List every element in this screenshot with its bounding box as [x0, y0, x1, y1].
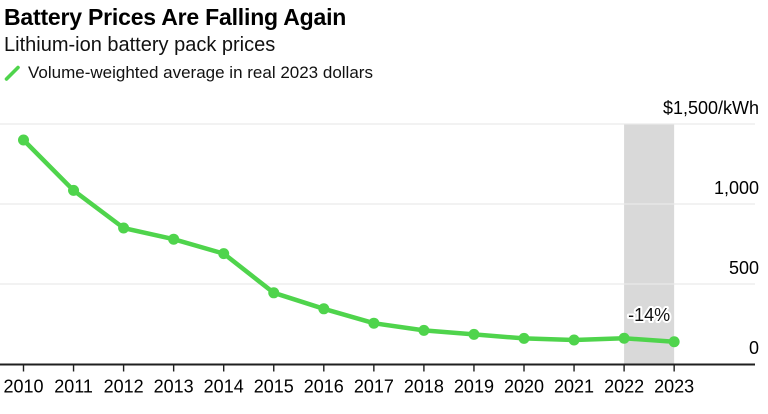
data-point	[518, 332, 530, 344]
data-point	[668, 336, 680, 348]
x-axis-label: 2013	[154, 377, 194, 397]
x-axis-label: 2022	[604, 377, 644, 397]
y-axis-label: 500	[729, 258, 759, 278]
data-point	[618, 332, 630, 344]
data-point	[568, 334, 580, 346]
data-point	[418, 324, 430, 336]
data-point	[468, 328, 480, 340]
legend: Volume-weighted average in real 2023 dol…	[4, 63, 373, 83]
data-point	[18, 134, 29, 146]
green-slash-icon	[4, 65, 20, 81]
legend-label: Volume-weighted average in real 2023 dol…	[28, 63, 373, 82]
y-axis-label: 0	[749, 338, 759, 358]
data-point	[118, 222, 130, 234]
x-axis-label: 2019	[454, 377, 494, 397]
highlight-band	[624, 124, 675, 364]
data-point	[68, 184, 80, 196]
y-axis-label: $1,500/kWh	[663, 98, 759, 118]
x-axis-label: 2014	[204, 377, 244, 397]
x-axis-label: 2010	[3, 377, 43, 397]
data-point	[368, 317, 380, 329]
data-point	[268, 287, 280, 299]
x-axis-label: 2017	[354, 377, 394, 397]
price-line	[21, 137, 677, 345]
x-axis-label: 2021	[554, 377, 594, 397]
chart-title: Battery Prices Are Falling Again	[4, 4, 347, 30]
x-axis-label: 2011	[54, 377, 93, 397]
x-axis-label: 2020	[504, 377, 544, 397]
x-axis-label: 2016	[304, 377, 344, 397]
change-annotation: -14%	[628, 305, 670, 325]
x-axis-label: 2018	[404, 377, 444, 397]
data-point	[168, 233, 180, 245]
data-point	[218, 248, 230, 260]
chart-subtitle: Lithium-ion battery pack prices	[4, 34, 276, 56]
data-point	[318, 303, 330, 315]
x-axis-label: 2023	[654, 377, 694, 397]
y-axis-label: 1,000	[714, 178, 759, 198]
x-axis-label: 2015	[254, 377, 294, 397]
x-axis-label: 2012	[104, 377, 144, 397]
